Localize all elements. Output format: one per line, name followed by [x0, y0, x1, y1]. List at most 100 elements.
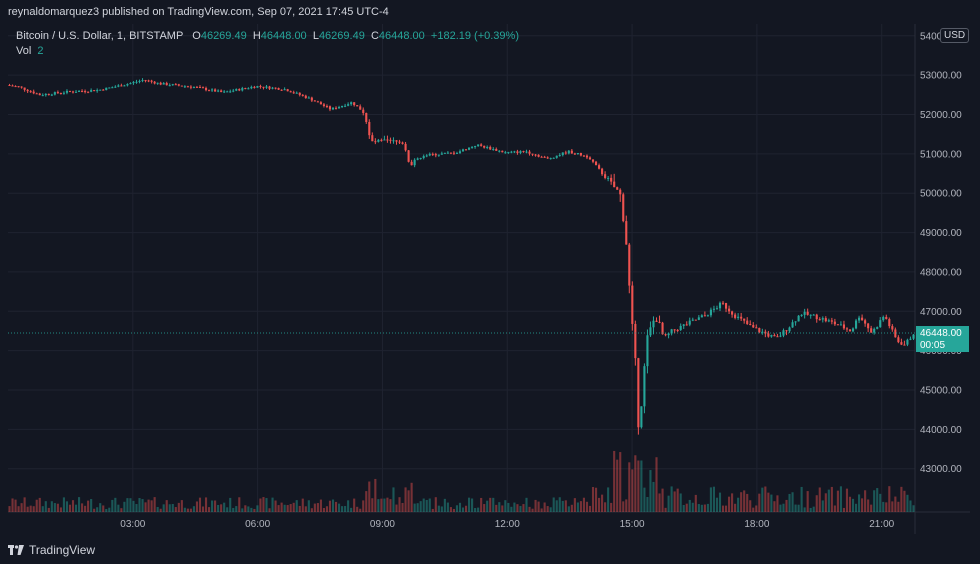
volume-bar: [392, 487, 395, 512]
volume-bar: [552, 497, 555, 512]
candle-body: [14, 86, 17, 88]
volume-bar: [268, 508, 271, 512]
candle-body: [522, 151, 525, 153]
candle-body: [776, 336, 779, 338]
candle-body: [74, 91, 78, 93]
currency-button[interactable]: USD: [940, 28, 970, 43]
candle-body: [761, 331, 764, 333]
volume-bar: [634, 455, 637, 512]
candle-body: [29, 91, 32, 93]
candle-body: [150, 80, 153, 82]
candle-body: [588, 157, 592, 160]
volume-bar: [464, 505, 468, 512]
candle-body: [471, 146, 474, 148]
volume-bar: [507, 502, 510, 512]
candle-body: [65, 90, 69, 93]
volume-bar: [591, 487, 595, 512]
candle-body: [806, 311, 809, 315]
volume-bar: [894, 496, 897, 512]
volume-bar: [477, 507, 480, 512]
candle-body: [721, 302, 725, 304]
candle-body: [567, 150, 570, 154]
volume-bar: [156, 506, 159, 512]
volume-bar: [328, 500, 332, 512]
volume-bar: [652, 481, 655, 512]
volume-bar: [489, 497, 492, 512]
volume-bar: [84, 505, 87, 512]
candle-body: [47, 93, 50, 95]
volume-bar: [628, 462, 631, 512]
candlestick-chart[interactable]: 43000.0044000.0045000.0046000.0047000.00…: [8, 24, 970, 534]
tradingview-logo[interactable]: TradingView: [8, 543, 95, 557]
candle-body: [59, 93, 62, 95]
volume-bar: [561, 500, 564, 512]
volume-bar: [398, 497, 401, 512]
candle-body: [885, 316, 888, 320]
candle-body: [628, 244, 631, 286]
y-tick-label: 45000.00: [920, 386, 962, 397]
y-tick-label: 47000.00: [920, 307, 962, 318]
volume-bar: [280, 502, 283, 512]
candle-body: [634, 323, 637, 359]
volume-bar: [897, 501, 900, 512]
open-value: 46269.49: [200, 30, 247, 42]
volume-bar: [374, 478, 377, 512]
candle-body: [443, 152, 446, 154]
candle-body: [758, 328, 761, 333]
y-tick-label: 43000.00: [920, 464, 962, 475]
candle-body: [386, 139, 389, 141]
candle-body: [111, 87, 114, 89]
volume-bar: [452, 508, 455, 512]
volume-bar: [616, 459, 619, 512]
candle-body: [102, 89, 105, 91]
candle-body: [498, 150, 501, 152]
volume-bar: [38, 497, 41, 512]
candle-body: [138, 80, 141, 82]
volume-bar: [189, 508, 192, 512]
volume-bar: [422, 498, 425, 512]
candle-body: [546, 157, 549, 159]
candle-body: [380, 139, 383, 141]
volume-bar: [201, 506, 205, 512]
candle-body: [570, 150, 573, 154]
volume-label[interactable]: Vol: [16, 45, 32, 57]
volume-bar: [223, 502, 226, 512]
volume-bar: [331, 499, 335, 512]
candle-body: [912, 334, 915, 339]
legend-row-volume: Vol 2: [16, 45, 519, 57]
candle-body: [93, 90, 96, 92]
candle-body: [670, 329, 673, 334]
candle-body: [821, 318, 824, 320]
candle-body: [700, 315, 703, 318]
candle-body: [464, 149, 468, 151]
candle-body: [440, 153, 443, 155]
volume-bar: [180, 500, 183, 512]
volume-bar: [610, 502, 613, 512]
candle-body: [132, 82, 135, 84]
candle-body: [528, 151, 531, 154]
volume-bar: [737, 497, 740, 512]
candle-body: [322, 104, 325, 106]
volume-bar: [347, 500, 350, 512]
volume-bar: [537, 501, 540, 512]
candle-body: [84, 91, 87, 93]
candle-body: [864, 320, 867, 324]
volume-bar: [903, 490, 906, 512]
candle-body: [573, 153, 576, 155]
volume-bar: [643, 487, 646, 512]
candle-body: [389, 139, 392, 141]
volume-bar: [549, 507, 552, 512]
volume-bar: [770, 494, 773, 512]
volume-bar: [341, 506, 344, 512]
volume-bar: [111, 499, 114, 512]
candle-body: [286, 89, 289, 92]
candle-body: [903, 344, 906, 346]
chart-panel[interactable]: 43000.0044000.0045000.0046000.0047000.00…: [8, 24, 970, 534]
candle-body: [516, 151, 519, 153]
volume-bar: [827, 489, 830, 512]
volume-bar: [144, 502, 147, 512]
volume-bar: [147, 499, 150, 512]
volume-bar: [728, 496, 731, 512]
candle-body: [53, 92, 56, 95]
symbol-title[interactable]: Bitcoin / U.S. Dollar, 1, BITSTAMP: [16, 30, 184, 42]
